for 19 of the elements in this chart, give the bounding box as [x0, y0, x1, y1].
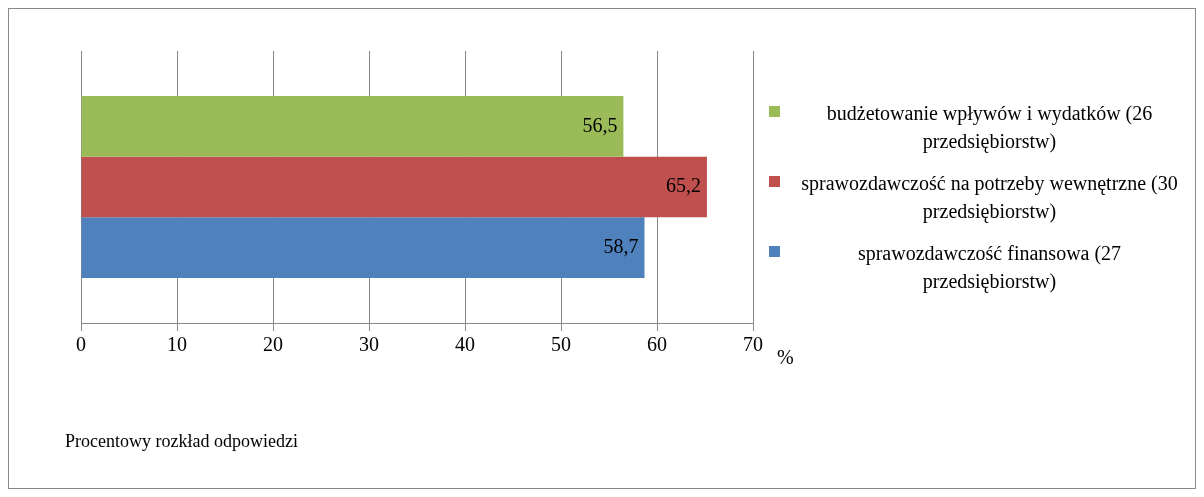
- text: sprawozdawczość finansowa (27 przedsiębiorstw): [856, 241, 1123, 295]
- x-tick-label: 40: [455, 333, 475, 356]
- text: Procentowy rozkład odpowiedzi: [65, 431, 298, 452]
- x-tick-label: 30: [359, 333, 379, 356]
- x-tick-label: 0: [76, 333, 86, 356]
- data-label: 58,7: [603, 235, 639, 257]
- bar: [81, 95, 624, 157]
- bar: [81, 156, 707, 218]
- x-tick-label: 10: [167, 333, 187, 356]
- x-tick-label: 70: [743, 333, 763, 356]
- bar: [81, 217, 645, 279]
- data-label: 56,5: [582, 113, 618, 136]
- legend-label: budżetowanie wpływów i wydatków (26 przedsiębiorstw): [825, 101, 1154, 155]
- data-label: 65,2: [665, 174, 701, 197]
- x-tick-label: 60: [647, 333, 667, 356]
- x-axis-title: %: [777, 346, 794, 369]
- x-tick-label: 20: [263, 333, 283, 356]
- legend-label: sprawozdawczość na potrzeby wewnętrzne (30 przedsiębiorstw): [800, 171, 1179, 225]
- x-tick-label: 50: [551, 333, 571, 356]
